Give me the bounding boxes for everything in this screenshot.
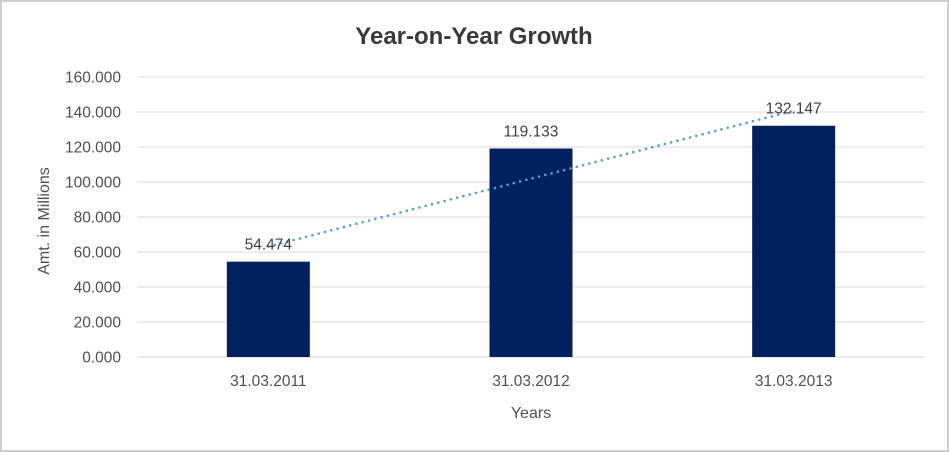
y-tick-label: 120.000: [65, 140, 121, 157]
trendline[interactable]: [267, 109, 795, 248]
y-tick-label: 160.000: [65, 70, 121, 87]
chart-title: Year-on-Year Growth: [355, 23, 593, 50]
y-tick-label: 100.000: [65, 175, 121, 192]
x-axis-title: Years: [510, 405, 552, 422]
y-tick-label: 60.000: [74, 245, 122, 262]
bar[interactable]: [752, 125, 836, 357]
bar[interactable]: [489, 148, 573, 357]
y-tick-label: 0.000: [82, 350, 121, 367]
y-tick-label: 80.000: [74, 210, 122, 227]
data-label: 54.474: [245, 237, 293, 254]
bar[interactable]: [226, 261, 310, 357]
y-tick-label: 140.000: [65, 105, 121, 122]
data-label: 119.133: [504, 124, 559, 141]
y-axis-title: Amt. in Millions: [36, 167, 53, 275]
data-label: 132.147: [766, 101, 822, 118]
y-tick-label: 20.000: [74, 315, 122, 332]
x-tick-label: 31.03.2013: [755, 373, 833, 390]
y-tick-label: 40.000: [74, 280, 122, 297]
x-tick-label: 31.03.2012: [492, 373, 570, 390]
x-tick-label: 31.03.2011: [230, 373, 306, 390]
